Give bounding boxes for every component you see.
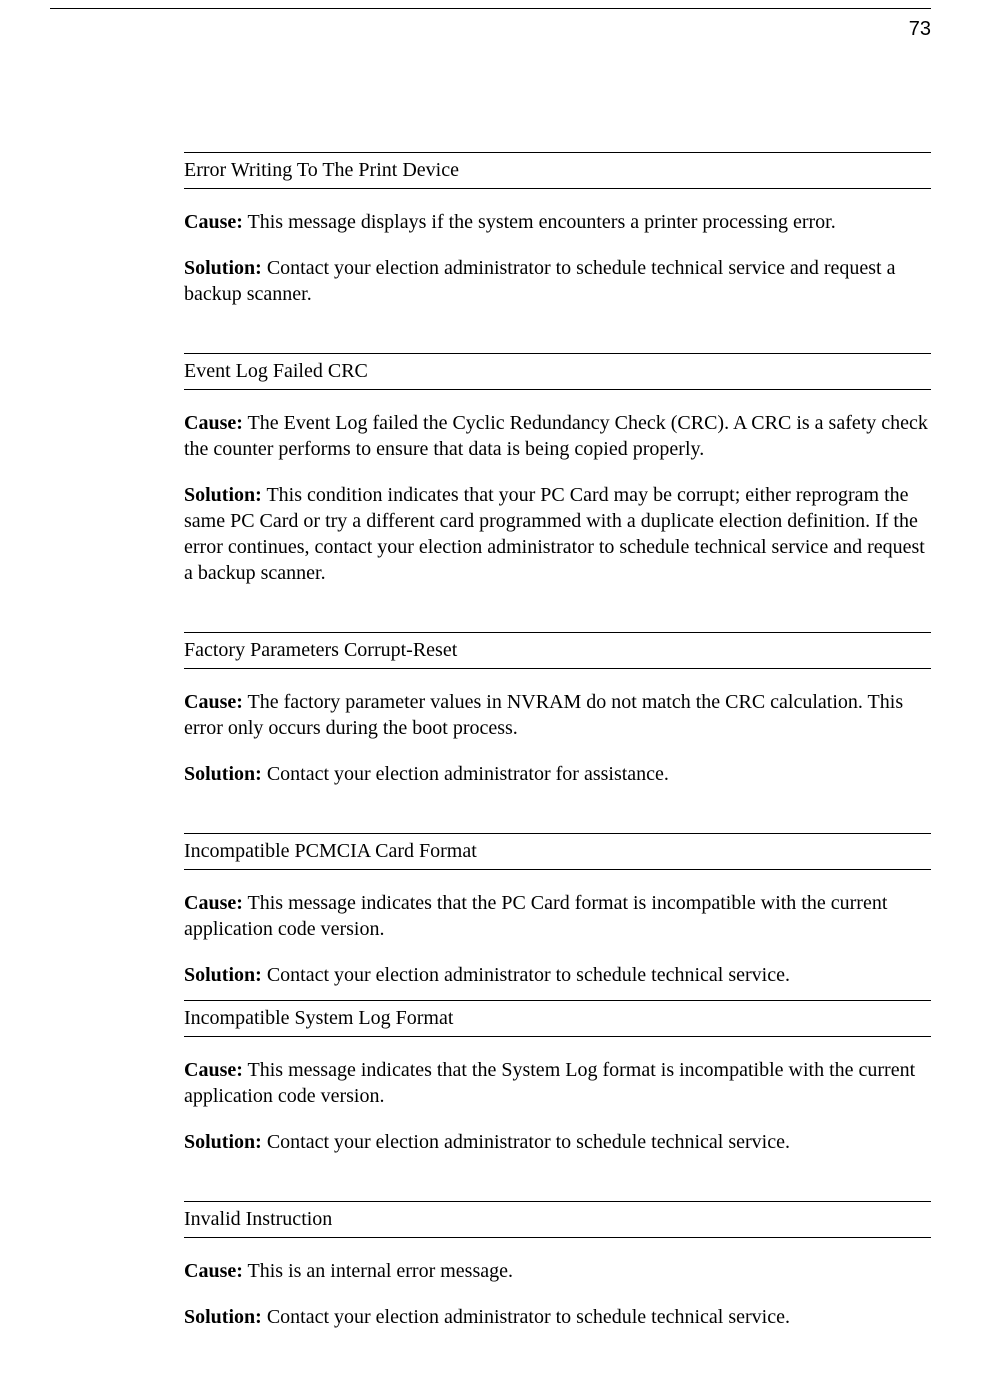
rule-under-title xyxy=(184,1237,931,1238)
cause-text: This is an internal error message. xyxy=(243,1260,513,1282)
solution-label: Solution: xyxy=(184,964,262,986)
solution-text: This condition indicates that your PC Ca… xyxy=(184,484,925,584)
cause-paragraph: Cause: This is an internal error message… xyxy=(184,1258,931,1284)
solution-paragraph: Solution: Contact your election administ… xyxy=(184,1304,931,1330)
document-content: Error Writing To The Print Device Cause:… xyxy=(184,152,931,1376)
cause-label: Cause: xyxy=(184,412,243,434)
rule-top xyxy=(184,632,931,633)
solution-text: Contact your election administrator for … xyxy=(262,763,669,785)
rule-top xyxy=(184,1201,931,1202)
cause-paragraph: Cause: This message indicates that the S… xyxy=(184,1057,931,1109)
solution-text: Contact your election administrator to s… xyxy=(184,257,895,305)
solution-paragraph: Solution: This condition indicates that … xyxy=(184,482,931,586)
solution-text: Contact your election administrator to s… xyxy=(262,1306,790,1328)
rule-under-title xyxy=(184,1036,931,1037)
section-invalid-instruction: Invalid Instruction Cause: This is an in… xyxy=(184,1201,931,1330)
solution-text: Contact your election administrator to s… xyxy=(262,1131,790,1153)
cause-label: Cause: xyxy=(184,691,243,713)
rule-under-title xyxy=(184,668,931,669)
section-title: Error Writing To The Print Device xyxy=(184,159,931,184)
solution-text: Contact your election administrator to s… xyxy=(262,964,790,986)
solution-label: Solution: xyxy=(184,484,262,506)
rule-top xyxy=(184,152,931,153)
rule-under-title xyxy=(184,188,931,189)
rule-top xyxy=(184,1000,931,1001)
section-error-writing: Error Writing To The Print Device Cause:… xyxy=(184,152,931,307)
cause-text: This message indicates that the PC Card … xyxy=(184,892,887,940)
cause-paragraph: Cause: This message indicates that the P… xyxy=(184,890,931,942)
cause-paragraph: Cause: The factory parameter values in N… xyxy=(184,689,931,741)
cause-label: Cause: xyxy=(184,1059,243,1081)
solution-label: Solution: xyxy=(184,257,262,279)
solution-paragraph: Solution: Contact your election administ… xyxy=(184,255,931,307)
rule-top xyxy=(184,833,931,834)
rule-top xyxy=(184,353,931,354)
cause-label: Cause: xyxy=(184,211,243,233)
section-title: Invalid Instruction xyxy=(184,1208,931,1233)
section-event-log: Event Log Failed CRC Cause: The Event Lo… xyxy=(184,353,931,586)
cause-text: The factory parameter values in NVRAM do… xyxy=(184,691,903,739)
cause-paragraph: Cause: The Event Log failed the Cyclic R… xyxy=(184,410,931,462)
cause-text: This message indicates that the System L… xyxy=(184,1059,915,1107)
section-pcmcia: Incompatible PCMCIA Card Format Cause: T… xyxy=(184,833,931,988)
section-title: Factory Parameters Corrupt-Reset xyxy=(184,639,931,664)
cause-paragraph: Cause: This message displays if the syst… xyxy=(184,209,931,235)
cause-label: Cause: xyxy=(184,1260,243,1282)
cause-text: This message displays if the system enco… xyxy=(243,211,836,233)
cause-text: The Event Log failed the Cyclic Redundan… xyxy=(184,412,928,460)
solution-label: Solution: xyxy=(184,763,262,785)
solution-paragraph: Solution: Contact your election administ… xyxy=(184,1129,931,1155)
section-title: Incompatible PCMCIA Card Format xyxy=(184,840,931,865)
rule-under-title xyxy=(184,869,931,870)
rule-under-title xyxy=(184,389,931,390)
section-factory-params: Factory Parameters Corrupt-Reset Cause: … xyxy=(184,632,931,787)
cause-label: Cause: xyxy=(184,892,243,914)
page-number: 73 xyxy=(909,18,931,41)
solution-label: Solution: xyxy=(184,1306,262,1328)
section-title: Incompatible System Log Format xyxy=(184,1007,931,1032)
page-top-border xyxy=(50,8,931,9)
solution-label: Solution: xyxy=(184,1131,262,1153)
section-system-log: Incompatible System Log Format Cause: Th… xyxy=(184,1000,931,1155)
solution-paragraph: Solution: Contact your election administ… xyxy=(184,962,931,988)
solution-paragraph: Solution: Contact your election administ… xyxy=(184,761,931,787)
section-title: Event Log Failed CRC xyxy=(184,360,931,385)
